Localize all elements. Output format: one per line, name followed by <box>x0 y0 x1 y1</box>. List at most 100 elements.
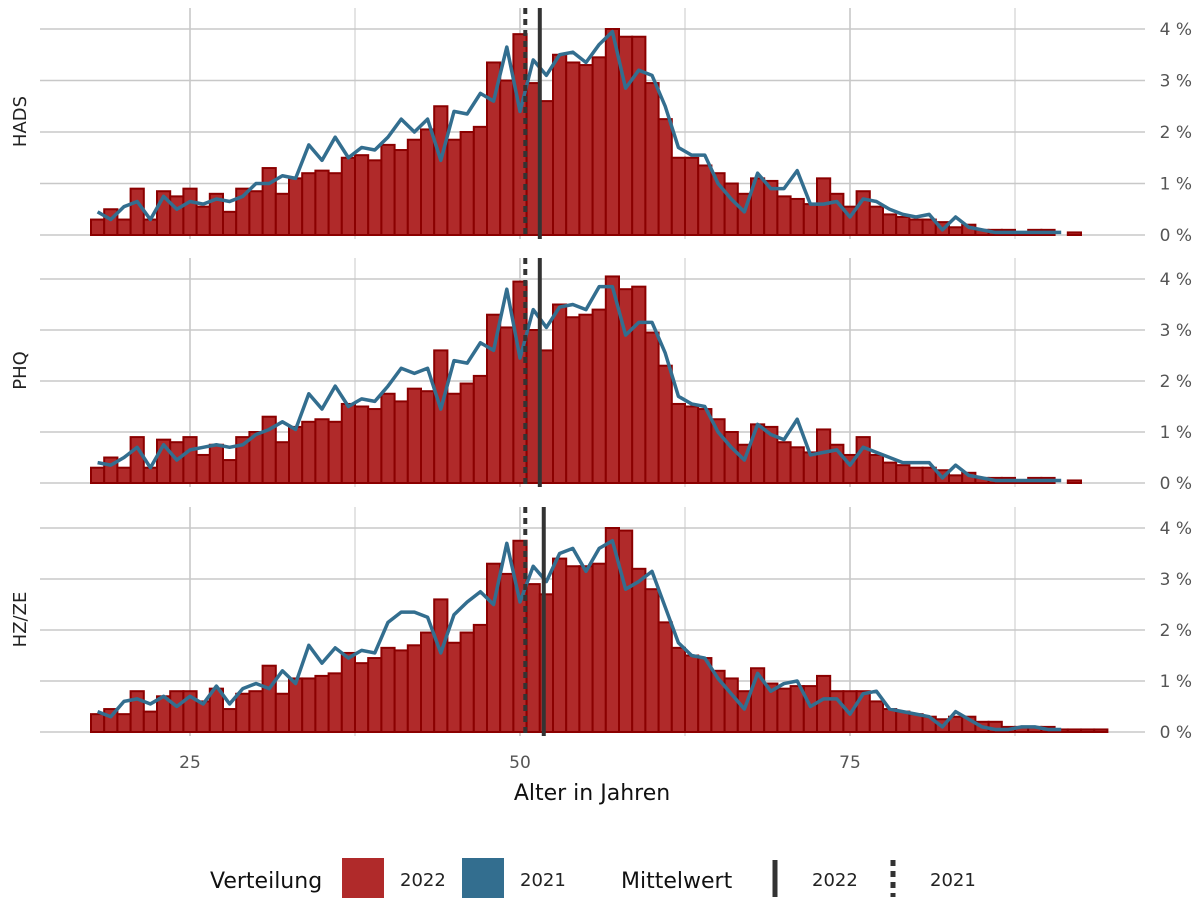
bar-2022 <box>446 138 462 237</box>
y-tick-label: 0 % <box>1160 723 1192 743</box>
bar-2022 <box>129 187 145 236</box>
bar-2022 <box>195 700 211 734</box>
bar-2022 <box>420 631 436 733</box>
bar-2022 <box>552 557 568 733</box>
bar-2022 <box>195 205 211 237</box>
bar-2022 <box>182 436 198 485</box>
bar-2022 <box>644 588 660 734</box>
bar-2022 <box>222 210 238 236</box>
bar-2022 <box>578 64 594 236</box>
bar-2022 <box>393 400 409 484</box>
bar-2022 <box>274 441 290 485</box>
bar-2022 <box>895 710 911 733</box>
bar-2022 <box>789 446 805 484</box>
bar-2022 <box>644 331 660 484</box>
bar-2022 <box>499 79 515 236</box>
bar-2022 <box>340 402 356 485</box>
bar-2022 <box>433 598 449 734</box>
bar-2022 <box>631 285 647 484</box>
bar-2022 <box>222 459 238 484</box>
bar-2022 <box>855 690 871 734</box>
bar-2022 <box>354 154 370 236</box>
bar-2022 <box>354 405 370 484</box>
facet-label: HADS <box>10 96 31 147</box>
legend-label-distribution-2022: 2022 <box>400 870 446 891</box>
x-tick-label-50: 50 <box>509 753 531 773</box>
bar-2022 <box>90 218 106 237</box>
bar-2022 <box>882 708 898 733</box>
x-axis-title: Alter in Jahren <box>514 781 670 806</box>
bar-2022 <box>684 156 700 236</box>
bar-2022 <box>525 583 541 733</box>
bar-2022 <box>486 313 502 485</box>
bar-2022 <box>618 529 634 733</box>
bar-2022 <box>327 420 343 484</box>
bar-2022 <box>657 118 673 236</box>
legend: Verteilung 2022 2021 Mittelwert 2022 202… <box>210 858 976 898</box>
bar-2022 <box>512 539 528 733</box>
bar-2022 <box>367 408 383 484</box>
bar-2022 <box>604 28 620 236</box>
bar-2022 <box>406 387 422 484</box>
bar-2022 <box>182 187 198 236</box>
bar-2022 <box>248 190 264 237</box>
bar-2022 <box>261 664 277 734</box>
bar-2022 <box>472 125 488 236</box>
bar-2022 <box>116 218 132 237</box>
facet-label: HZ/ZE <box>10 592 31 648</box>
bar-2022 <box>314 674 330 734</box>
bar-2022 <box>882 213 898 236</box>
bar-2022 <box>90 713 106 734</box>
legend-swatch-2021 <box>462 858 504 898</box>
bar-2022 <box>697 164 713 237</box>
bar-2022 <box>340 156 356 236</box>
bar-2022 <box>116 466 132 485</box>
bar-2022 <box>235 692 251 733</box>
bar-2022 <box>670 402 686 485</box>
bar-2022 <box>288 177 304 237</box>
bar-2022 <box>433 105 449 236</box>
y-tick-label: 4 % <box>1160 519 1192 539</box>
y-tick-label: 2 % <box>1160 621 1192 641</box>
bar-2022 <box>314 169 330 236</box>
bar-2022 <box>116 713 132 734</box>
bar-2022 <box>552 303 568 484</box>
bar-2022 <box>684 405 700 484</box>
legend-label-distribution-2021: 2021 <box>520 870 566 891</box>
y-tick-label: 0 % <box>1160 474 1192 494</box>
bar-2022 <box>420 128 436 236</box>
bar-2022 <box>1066 231 1083 237</box>
bar-2022 <box>367 657 383 733</box>
bar-2022 <box>697 657 713 733</box>
bar-2022 <box>129 436 145 485</box>
bar-2022 <box>472 623 488 734</box>
bar-2022 <box>327 172 343 236</box>
bar-2022 <box>868 700 884 734</box>
bar-2022 <box>855 436 871 485</box>
bar-2022 <box>499 326 515 485</box>
bar-2022 <box>816 177 832 237</box>
bar-2022 <box>816 674 832 734</box>
bar-2022 <box>697 408 713 484</box>
legend-label-mean-2021: 2021 <box>930 870 976 891</box>
bar-2022 <box>393 149 409 236</box>
bar-2022 <box>367 159 383 236</box>
bar-2022 <box>380 143 396 236</box>
bar-2022 <box>1066 479 1083 485</box>
bar-2022 <box>565 61 581 236</box>
legend-distribution-title: Verteilung <box>210 869 322 894</box>
panel-hads: 0 % 1 % 2 % 3 % 4 % HADS <box>10 8 1192 246</box>
bar-2022 <box>591 308 607 484</box>
bar-2022 <box>565 316 581 484</box>
bar-2022 <box>195 453 211 485</box>
bar-2022 <box>499 572 515 734</box>
bar-2022 <box>472 374 488 484</box>
bar-2022 <box>301 172 317 236</box>
bar-2022 <box>1066 728 1083 734</box>
bar-2022 <box>578 565 594 733</box>
y-tick-label: 4 % <box>1160 20 1192 40</box>
bar-2022 <box>776 687 792 734</box>
y-tick-label: 3 % <box>1160 72 1192 92</box>
bar-2022 <box>459 631 475 733</box>
bar-2022 <box>446 641 462 733</box>
